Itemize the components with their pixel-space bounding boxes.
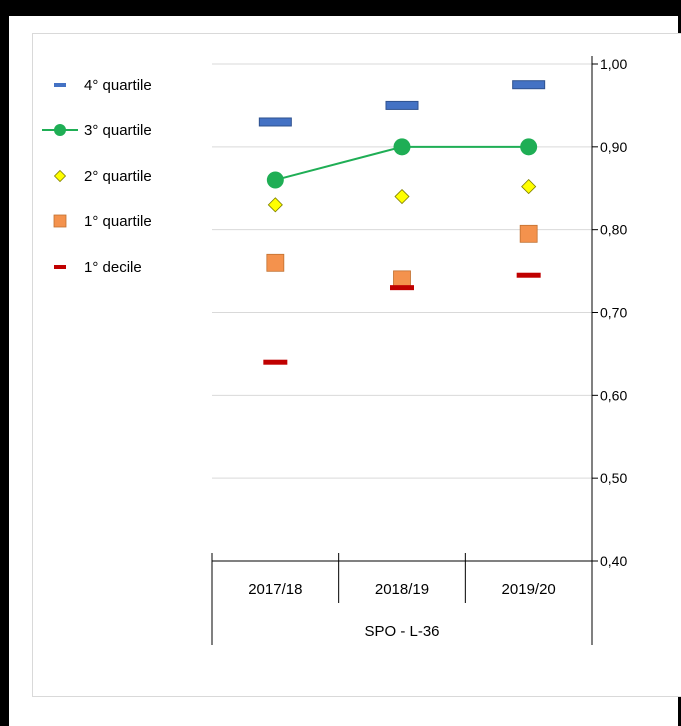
y-tick-label: 0,50 <box>600 470 627 486</box>
x-tick-label: 2018/19 <box>375 581 429 598</box>
legend-label: 2° quartile <box>84 168 152 185</box>
chart-area <box>32 33 681 697</box>
data-point <box>385 100 419 110</box>
data-point <box>263 359 288 365</box>
legend-marker <box>54 265 66 269</box>
data-point <box>512 80 546 90</box>
legend-marker <box>53 169 67 183</box>
data-point <box>266 171 284 189</box>
data-point <box>520 138 538 156</box>
y-tick-label: 0,60 <box>600 387 627 403</box>
legend-label: 1° quartile <box>84 213 152 230</box>
data-point <box>516 272 541 278</box>
legend-label: 3° quartile <box>84 122 152 139</box>
legend-marker <box>54 83 66 87</box>
legend-label: 4° quartile <box>84 77 152 94</box>
data-point <box>519 224 538 243</box>
y-tick-label: 0,70 <box>600 305 627 321</box>
y-tick-label: 1,00 <box>600 56 627 72</box>
x-group-label: SPO - L-36 <box>364 623 439 640</box>
legend-marker <box>53 214 67 228</box>
y-tick-label: 0,90 <box>600 139 627 155</box>
legend-marker <box>54 124 66 136</box>
y-tick-label: 0,40 <box>600 553 627 569</box>
data-point <box>393 138 411 156</box>
data-point <box>521 179 537 195</box>
data-point <box>266 253 285 272</box>
x-tick-label: 2019/20 <box>502 581 556 598</box>
data-point <box>267 197 283 213</box>
x-tick-label: 2017/18 <box>248 581 302 598</box>
legend-label: 1° decile <box>84 259 142 276</box>
data-point <box>390 285 414 291</box>
y-tick-label: 0,80 <box>600 222 627 238</box>
data-point <box>258 117 292 127</box>
data-point <box>394 188 410 205</box>
